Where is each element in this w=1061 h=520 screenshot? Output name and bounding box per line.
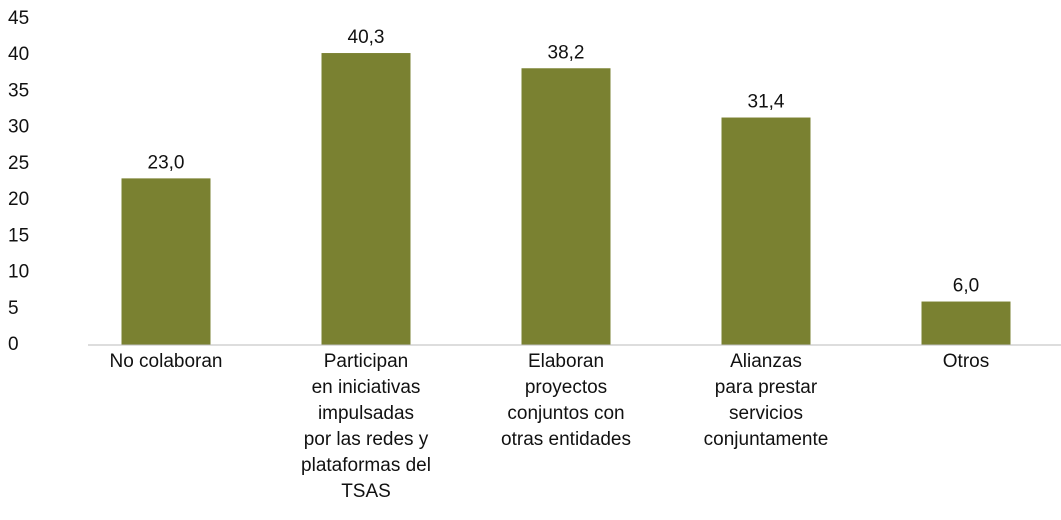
x-tick-label-line: conjuntos con [507,403,624,424]
x-tick-label: Otros [943,351,989,372]
x-tick-label: Participan en iniciativas impulsadas por la… [301,351,431,502]
x-tick-label-line: servicios [729,403,803,424]
bar [921,301,1011,345]
value-label: 38,2 [548,42,585,63]
bar [521,68,611,346]
x-tick-label-line: en iniciativas [312,377,421,398]
x-tick-label-line: por las redes y [304,429,429,450]
x-tick-label: Alianzas para prestar servicios conjuntamen… [704,351,829,450]
x-tick-label-line: Participan [324,351,409,372]
value-label: 40,3 [348,27,385,48]
y-tick-label: 45 [8,8,29,29]
value-label: 31,4 [748,92,785,113]
x-tick-label-line: proyectos [525,377,607,398]
y-tick-label: 0 [8,334,19,355]
x-tick-label-line: otras entidades [501,429,631,450]
x-tick-label-line: plataformas del [301,455,431,476]
x-tick-label-line: TSAS [341,481,391,502]
y-tick-label: 25 [8,153,29,174]
bar [721,117,811,345]
x-tick-label-line: Elaboran [528,351,604,372]
bar [321,53,411,345]
bar [121,178,211,345]
y-tick-label: 35 [8,80,29,101]
x-tick-label-line: conjuntamente [704,429,829,450]
y-tick-label: 40 [8,44,29,65]
y-tick-label: 15 [8,225,29,246]
x-tick-label-line: para prestar [715,377,818,398]
x-tick-label-line: impulsadas [318,403,414,424]
x-tick-label: Elaboran proyectos conjuntos con otras enti… [501,351,631,450]
y-tick-label: 20 [8,189,29,210]
y-tick-label: 5 [8,298,19,319]
x-tick-label-line: Alianzas [730,351,802,372]
y-tick-label: 10 [8,262,29,283]
value-label: 6,0 [953,276,979,297]
y-tick-label: 30 [8,117,29,138]
value-label: 23,0 [148,152,185,173]
x-tick-label-line: No colaboran [109,351,222,372]
x-tick-label-line: Otros [943,351,989,372]
x-tick-label: No colaboran [109,351,222,372]
